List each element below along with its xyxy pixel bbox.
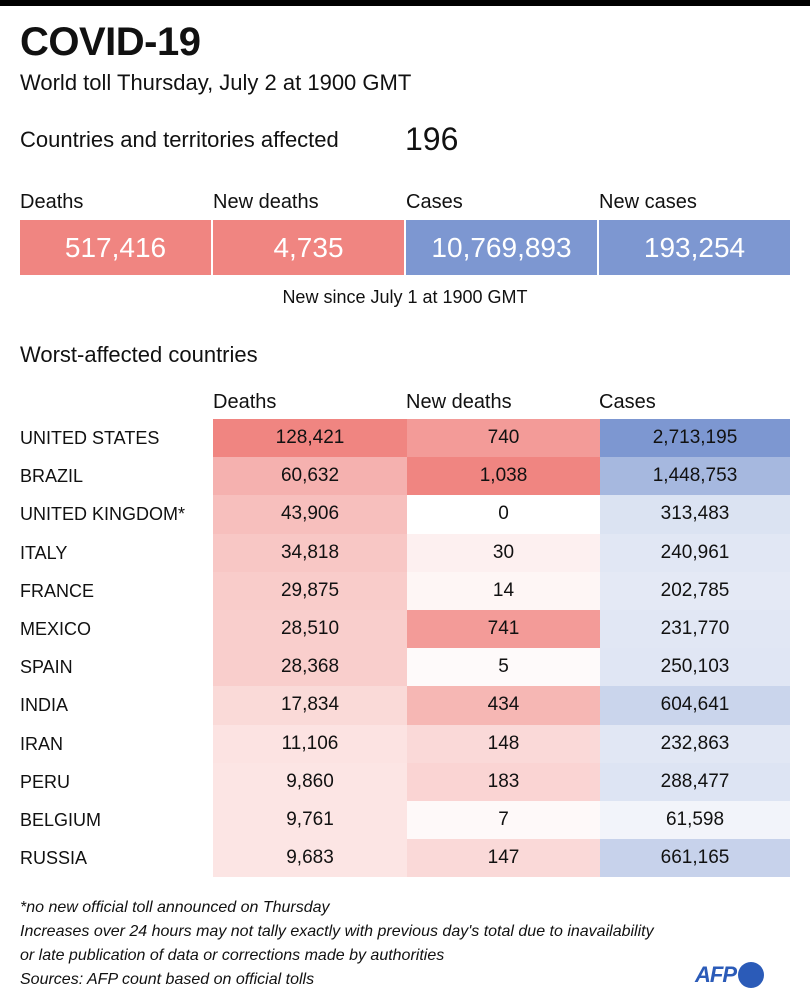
cases-cell: 604,641 xyxy=(600,686,790,725)
cases-cell: 1,448,753 xyxy=(600,457,790,496)
cases-cell: 202,785 xyxy=(600,571,790,610)
summary-value-deaths: 517,416 xyxy=(20,220,213,275)
summary-label-deaths: Deaths xyxy=(20,191,84,213)
page-subtitle: World toll Thursday, July 2 at 1900 GMT xyxy=(20,70,412,95)
deaths-cell: 43,906 xyxy=(213,495,407,534)
new-deaths-cell: 147 xyxy=(407,839,600,878)
cases-cell: 61,598 xyxy=(600,800,790,840)
table-row: UNITED KINGDOM* 43,906 0 313,483 xyxy=(20,495,790,534)
deaths-cell: 128,421 xyxy=(213,419,407,458)
cases-cell: 231,770 xyxy=(600,609,790,649)
country-name: BELGIUM xyxy=(20,809,102,830)
new-deaths-cell: 0 xyxy=(407,495,600,534)
footnote-asterisk: *no new official toll announced on Thurs… xyxy=(20,899,330,916)
deaths-cell: 9,860 xyxy=(213,762,407,801)
table-row: ITALY 34,818 30 240,961 xyxy=(20,533,790,572)
table-row: MEXICO 28,510 741 231,770 xyxy=(20,609,790,649)
affected-label: Countries and territories affected xyxy=(20,127,339,152)
table-row: UNITED STATES 128,421 740 2,713,195 xyxy=(20,419,790,458)
table-row: FRANCE 29,875 14 202,785 xyxy=(20,571,790,610)
top-bar xyxy=(0,0,810,6)
deaths-cell: 28,368 xyxy=(213,648,407,687)
deaths-cell: 28,510 xyxy=(213,609,407,649)
table-row: RUSSIA 9,683 147 661,165 xyxy=(20,839,790,878)
cases-cell: 232,863 xyxy=(600,724,790,763)
column-header-new-deaths: New deaths xyxy=(406,391,512,413)
summary-label-new-deaths: New deaths xyxy=(213,191,319,213)
table-title: Worst-affected countries xyxy=(20,342,258,367)
deaths-cell: 29,875 xyxy=(213,571,407,610)
country-name: FRANCE xyxy=(20,580,95,601)
new-deaths-cell: 7 xyxy=(407,800,600,840)
page-title: COVID-19 xyxy=(20,20,201,64)
worst-affected-table: UNITED STATES 128,421 740 2,713,195 BRAZIL 60… xyxy=(20,419,790,878)
cases-cell: 288,477 xyxy=(600,762,790,801)
afp-logo-text: AFP xyxy=(695,962,737,987)
new-deaths-cell: 434 xyxy=(407,686,600,725)
summary-value-new-deaths: 4,735 xyxy=(213,220,406,275)
affected-value: 196 xyxy=(405,121,459,157)
summary-row: 517,416 4,735 10,769,893 193,254 xyxy=(20,220,790,275)
new-deaths-cell: 148 xyxy=(407,724,600,763)
new-deaths-cell: 14 xyxy=(407,571,600,610)
table-row: INDIA 17,834 434 604,641 xyxy=(20,686,790,725)
table-row: PERU 9,860 183 288,477 xyxy=(20,762,790,801)
deaths-cell: 11,106 xyxy=(213,724,407,763)
country-name: MEXICO xyxy=(20,618,92,639)
new-deaths-cell: 183 xyxy=(407,762,600,801)
new-deaths-cell: 30 xyxy=(407,533,600,572)
country-name: UNITED KINGDOM* xyxy=(20,504,186,525)
new-deaths-cell: 741 xyxy=(407,609,600,649)
deaths-cell: 17,834 xyxy=(213,686,407,725)
deaths-cell: 60,632 xyxy=(213,457,407,496)
country-name: UNITED STATES xyxy=(20,428,160,448)
footnote-sources: Sources: AFP count based on official tol… xyxy=(20,971,315,988)
column-header-cases: Cases xyxy=(599,391,656,413)
afp-globe-icon xyxy=(738,962,764,988)
table-row: IRAN 11,106 148 232,863 xyxy=(20,724,790,763)
footnote-disclaimer-line1: Increases over 24 hours may not tally ex… xyxy=(20,923,654,940)
footnotes: *no new official toll announced on Thurs… xyxy=(20,896,654,992)
deaths-cell: 9,761 xyxy=(213,800,407,840)
country-name: PERU xyxy=(20,771,71,792)
summary-value-new-cases: 193,254 xyxy=(599,220,790,275)
country-name: INDIA xyxy=(20,695,69,716)
table-row: SPAIN 28,368 5 250,103 xyxy=(20,648,790,687)
summary-note: New since July 1 at 1900 GMT xyxy=(282,287,528,307)
country-name: IRAN xyxy=(20,733,64,754)
country-name: BRAZIL xyxy=(20,466,84,487)
new-deaths-cell: 1,038 xyxy=(407,457,600,496)
summary-value-cases: 10,769,893 xyxy=(406,220,599,275)
column-header-deaths: Deaths xyxy=(213,391,277,413)
cases-cell: 2,713,195 xyxy=(600,419,790,458)
summary-label-new-cases: New cases xyxy=(599,191,697,213)
cases-cell: 661,165 xyxy=(600,839,790,878)
deaths-cell: 9,683 xyxy=(213,839,407,878)
summary-labels: Deaths New deaths Cases New cases xyxy=(20,191,790,217)
summary-label-cases: Cases xyxy=(406,191,463,213)
country-name: SPAIN xyxy=(20,657,73,678)
footnote-disclaimer-line2: or late publication of data or correctio… xyxy=(20,947,445,964)
country-name: RUSSIA xyxy=(20,848,88,869)
cases-cell: 250,103 xyxy=(600,648,790,687)
new-deaths-cell: 740 xyxy=(407,419,600,458)
country-name: ITALY xyxy=(20,542,68,563)
cases-cell: 313,483 xyxy=(600,495,790,534)
deaths-cell: 34,818 xyxy=(213,533,407,572)
cases-cell: 240,961 xyxy=(600,533,790,572)
new-deaths-cell: 5 xyxy=(407,648,600,687)
afp-logo: AFP xyxy=(695,962,764,988)
table-row: BELGIUM 9,761 7 61,598 xyxy=(20,800,790,840)
table-row: BRAZIL 60,632 1,038 1,448,753 xyxy=(20,457,790,496)
